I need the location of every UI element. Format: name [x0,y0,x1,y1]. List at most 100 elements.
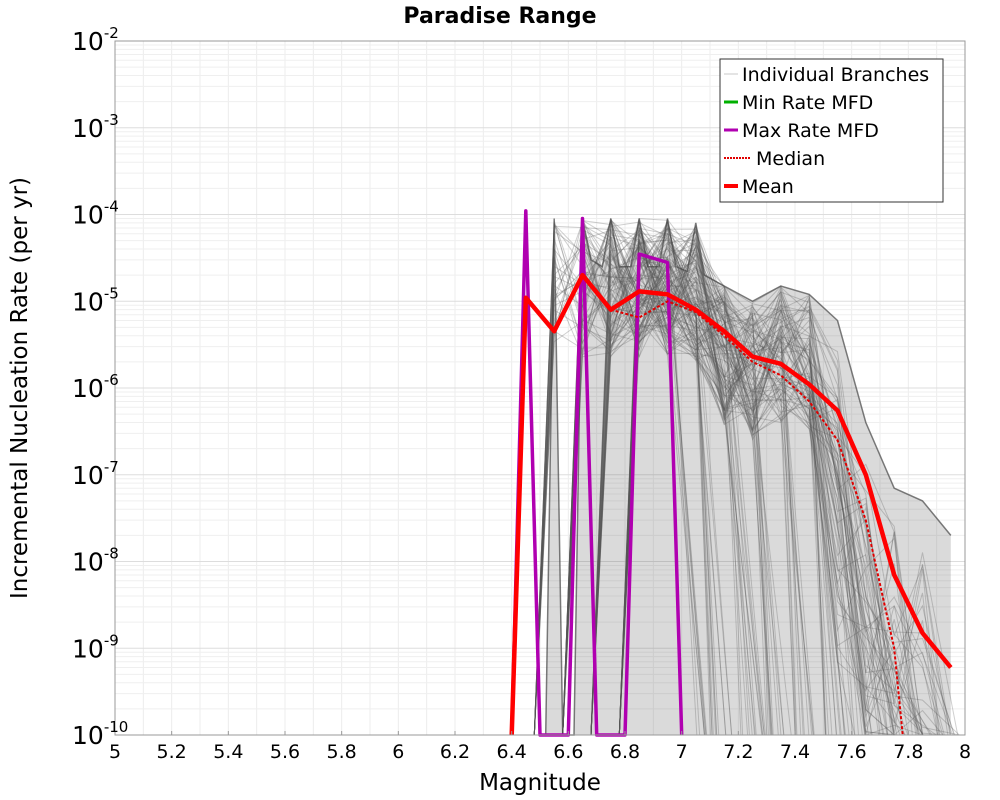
series-mean [509,272,953,736]
series-max-rate-mfd [509,209,684,737]
branch-line [562,249,913,736]
branch-line [590,224,901,736]
y-tick-exponent: -4 [104,198,119,216]
branch-line [562,218,939,736]
branch-line [590,228,772,736]
branch-line [562,222,947,736]
branch-line [533,219,909,736]
branch-line [618,229,909,736]
legend-label: Median [756,148,825,170]
chart-title: Paradise Range [403,4,596,29]
branch-line [618,294,813,736]
branch-line [562,218,920,736]
x-tick-label: 5.4 [213,741,243,763]
x-tick-label: 7.8 [893,741,923,763]
y-tick-label: 10-2 [72,24,119,56]
y-tick-exponent: -3 [104,111,119,129]
branch-line [590,221,898,736]
branch-line [618,276,845,736]
branch-line [590,248,904,736]
branch-line [618,298,960,736]
branch-line [618,227,713,736]
branch-line [618,221,838,736]
branch-line [618,246,802,736]
branch-line [590,220,830,736]
y-tick-base: 10 [72,114,104,143]
branch-line [562,229,956,736]
branch-line [562,219,880,736]
branch-line [618,226,796,736]
legend-label: Individual Branches [742,64,929,86]
y-tick-base: 10 [72,461,104,490]
branch-line [533,227,960,736]
y-tick-label: 10-6 [72,371,119,403]
branch-line [562,235,810,736]
x-axis-ticks: 5 5.2 5.4 5.6 5.8 6 6.2 6.4 6.6 6.8 7 7.2 7.4 7.6 7.8 8 [109,731,971,763]
individual-branches [533,217,960,736]
y-tick-exponent: -8 [104,545,119,563]
branch-line [590,259,866,736]
y-tick-label: 10-8 [72,545,119,577]
y-tick-base: 10 [72,287,104,316]
branch-line [533,232,764,736]
branch-line [618,253,853,736]
branch-line [590,238,773,736]
branch-line [618,220,937,736]
x-tick-label: 7 [676,741,688,763]
x-tick-label: 6.6 [553,741,583,763]
y-tick-exponent: -2 [104,24,119,42]
branch-line [562,239,884,736]
branch-line [533,224,827,736]
x-tick-label: 6.2 [440,741,470,763]
branch-line [533,228,792,736]
branch-line [533,245,846,736]
branch-line [590,234,706,736]
branch-line [562,270,937,736]
x-tick-label: 7.6 [837,741,867,763]
legend-box [719,58,944,203]
legend-label: Min Rate MFD [742,92,873,114]
y-tick-label: 10-5 [72,284,119,316]
y-tick-base: 10 [72,27,104,56]
branch-line [562,273,782,736]
branch-line [562,239,931,736]
branch-line [618,220,796,736]
y-tick-base: 10 [72,634,104,663]
x-tick-label: 7.4 [780,741,810,763]
branch-line [533,238,785,736]
y-tick-base: 10 [72,721,104,750]
y-tick-exponent: -9 [104,631,119,649]
branch-line [590,237,921,736]
y-tick-base: 10 [72,201,104,230]
branch-line [618,230,837,736]
branch-line [618,258,863,736]
branch-line [533,220,933,736]
x-tick-label: 5.6 [270,741,300,763]
y-tick-label: 10-3 [72,111,119,143]
y-tick-exponent: -7 [104,458,119,476]
branch-line [618,256,804,736]
x-tick-label: 5 [109,741,121,763]
branch-line [618,241,856,736]
legend: Individual Branches Min Rate MFD Max Rate … [719,58,944,203]
x-tick-label: 6.8 [610,741,640,763]
branch-line [562,232,768,736]
branch-line [562,230,859,736]
branch-line [562,218,815,736]
x-tick-label: 5.8 [327,741,357,763]
branch-line [618,249,960,736]
y-tick-label: 10-7 [72,458,119,490]
branch-line [590,219,698,736]
branch-line [618,254,797,736]
x-axis-label: Magnitude [479,770,601,796]
y-tick-base: 10 [72,548,104,577]
branch-line [562,219,827,736]
y-tick-label: 10-9 [72,631,119,663]
branch-line [618,231,773,736]
series-median [610,300,904,736]
x-tick-label: 7.2 [723,741,753,763]
x-tick-label: 8 [959,741,971,763]
branch-line [533,239,952,736]
x-tick-label: 6.4 [497,741,527,763]
